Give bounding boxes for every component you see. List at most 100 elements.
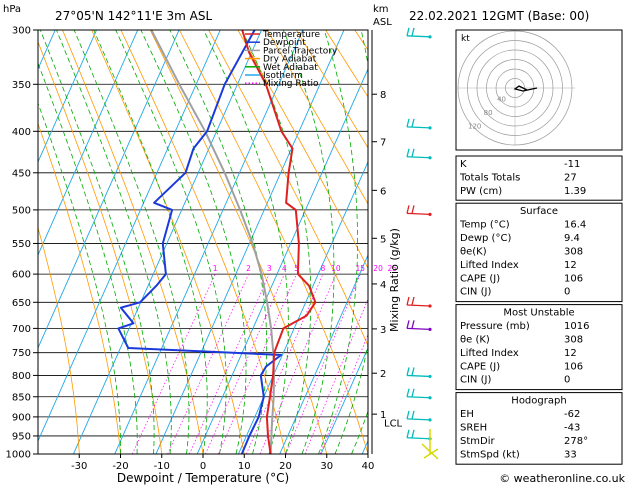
mixing-ratio-label: 20 (373, 264, 383, 273)
temperature-tick-label: 40 (362, 461, 375, 472)
wind-barb-flag (411, 367, 415, 376)
most-unstable-label: Lifted Index (460, 348, 519, 359)
km-tick-label: 7 (380, 138, 386, 149)
mixing-ratio-line (131, 273, 216, 454)
km-tick-label: 1 (380, 410, 386, 421)
asl-axis-title: ASL (373, 17, 392, 28)
surface-label: CIN (J) (460, 287, 491, 298)
isotherm-line (237, 160, 368, 454)
wind-barb-flag (411, 118, 415, 128)
mixing-ratio-axis-label: Mixing Ratio (g/kg) (388, 228, 401, 332)
km-tick-label: 5 (380, 234, 386, 245)
parcel-trajectory-line (150, 30, 275, 454)
wind-barb-staff (406, 126, 431, 129)
hodograph-indices-label: EH (460, 409, 474, 420)
surface-label: Dewp (°C) (460, 233, 511, 244)
dry-adiabat-line (149, 30, 328, 454)
isotherm-line (38, 30, 221, 443)
surface-label: Temp (°C) (459, 220, 510, 231)
indices-table: K -11 Totals Totals 27 PW (cm) 1.39 Surface Tem… (455, 155, 623, 465)
mixing-ratio-line (319, 333, 368, 454)
copyright: © weatheronline.co.uk (499, 472, 625, 485)
most-unstable-value: 308 (564, 335, 583, 346)
hodograph-indices-value: 278° (564, 436, 588, 447)
surface-box (455, 202, 623, 303)
wind-barb (406, 367, 432, 379)
dewpoint-line (117, 30, 283, 454)
wet-adiabat-line (282, 30, 335, 454)
wind-barb-flag (406, 429, 410, 438)
indices-box (455, 155, 623, 201)
legend-label: Mixing Ratio (263, 79, 319, 89)
wet-adiabat-line (38, 102, 121, 454)
temperature-tick-label: 0 (200, 461, 206, 472)
pressure-tick-label: 750 (12, 348, 31, 359)
wind-barb (406, 118, 432, 130)
wind-barb-flag (411, 148, 415, 157)
dry-adiabat-line (38, 226, 80, 454)
most-unstable-label: Pressure (mb) (460, 321, 530, 332)
wet-adiabat-line (169, 30, 268, 454)
km-tick-label: 8 (380, 90, 386, 101)
wind-barb (406, 320, 432, 331)
wind-barb-point (428, 35, 432, 39)
most-unstable-value: 12 (564, 348, 577, 359)
datetime-title: 22.02.2021 12GMT (Base: 00) (409, 9, 589, 23)
surface-title: Surface (520, 206, 558, 217)
pressure-tick-label: 850 (12, 392, 31, 403)
most-unstable-label: θe (K) (460, 335, 490, 346)
wind-barb-flag (411, 320, 415, 329)
surface-wind-barb (421, 429, 439, 460)
wet-adiabat-line (115, 30, 227, 454)
hodograph-indices-label: SREH (460, 423, 487, 434)
hodograph-indices-value: 33 (564, 449, 577, 460)
wind-barb-flag (406, 410, 410, 420)
isotherm-line (38, 30, 180, 350)
most-unstable-value: 106 (564, 361, 583, 372)
wind-barb-point (428, 374, 432, 379)
dry-adiabat-line (178, 30, 368, 454)
x-axis-label: Dewpoint / Temperature (°C) (117, 471, 289, 485)
most-unstable-label: CAPE (J) (460, 361, 500, 372)
dry-adiabat-line (237, 30, 368, 270)
surface-value: 106 (564, 273, 583, 284)
hodograph-frame (455, 29, 623, 151)
wind-barb-staff (406, 437, 431, 440)
mixing-ratio-label: 15 (355, 264, 365, 273)
wind-barb-flag (411, 388, 415, 397)
isotherm-line (114, 30, 304, 454)
lcl-label: LCL (384, 419, 403, 430)
legend-label: Temperature (262, 30, 320, 40)
temperature-tick-label: -20 (112, 461, 128, 472)
hodograph-indices-value: -43 (564, 423, 580, 434)
most-unstable-title: Most Unstable (503, 308, 574, 319)
temperature-tick-label: 30 (320, 461, 333, 472)
isotherm-line (38, 30, 139, 257)
pressure-tick-label: 600 (12, 270, 31, 281)
wind-barb-flag (411, 410, 415, 420)
hodograph-indices-label: StmSpd (kt) (460, 449, 520, 460)
mixing-ratio-line (304, 298, 368, 454)
wind-barbs (406, 27, 439, 460)
pressure-tick-label: 800 (12, 371, 31, 382)
isotherm-line (38, 30, 98, 164)
indices-value: 27 (564, 172, 577, 183)
mixing-ratio-label: 1 (213, 264, 218, 273)
mixing-ratio-label: 3 (267, 264, 272, 273)
km-tick-label: 6 (380, 186, 386, 197)
wind-barb-point (428, 418, 432, 422)
temperature-line (241, 30, 317, 454)
hodograph-unit-label: kt (461, 34, 470, 44)
wind-barb-flag (411, 27, 415, 36)
pressure-tick-label: 950 (12, 431, 31, 442)
wind-barb-flag (406, 148, 410, 157)
wind-barb-flag (406, 367, 410, 376)
most-unstable-value: 0 (564, 375, 570, 386)
wind-barb-staff (406, 374, 431, 378)
wind-barb-staff (406, 35, 431, 38)
wet-adiabat-line (140, 30, 247, 454)
temperature-tick-label: 20 (279, 461, 292, 472)
wind-barb (406, 27, 432, 39)
